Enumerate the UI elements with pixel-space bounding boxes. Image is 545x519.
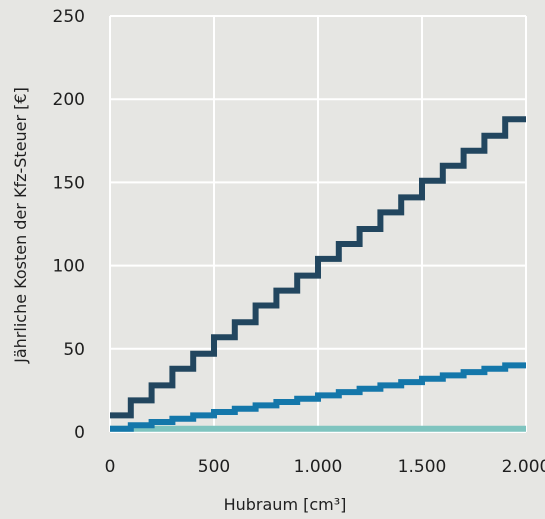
y-tick-label-2: 100 xyxy=(53,257,85,277)
series-line-3 xyxy=(110,116,526,419)
series-line-2 xyxy=(110,362,526,432)
x-tick-label-3: 1.500 xyxy=(398,457,447,477)
x-tick-label-4: 2.000 xyxy=(502,457,545,477)
y-tick-label-0: 0 xyxy=(74,423,85,443)
y-tick-label-5: 250 xyxy=(53,7,85,27)
y-tick-label-1: 50 xyxy=(63,340,85,360)
x-tick-label-2: 1.000 xyxy=(294,457,343,477)
y-axis-ticks: 0 50 100 150 200 250 xyxy=(53,7,85,443)
x-tick-label-1: 500 xyxy=(198,457,230,477)
y-tick-label-3: 150 xyxy=(53,173,85,193)
y-axis-title: Jährliche Kosten der Kfz-Steuer [€] xyxy=(11,87,30,364)
x-tick-label-0: 0 xyxy=(105,457,116,477)
x-axis-title: Hubraum [cm³] xyxy=(224,495,347,514)
y-tick-label-4: 200 xyxy=(53,90,85,110)
series-lines xyxy=(110,116,526,432)
x-axis-ticks: 0 500 1.000 1.500 2.000 xyxy=(105,457,545,477)
grid-lines xyxy=(109,15,527,433)
